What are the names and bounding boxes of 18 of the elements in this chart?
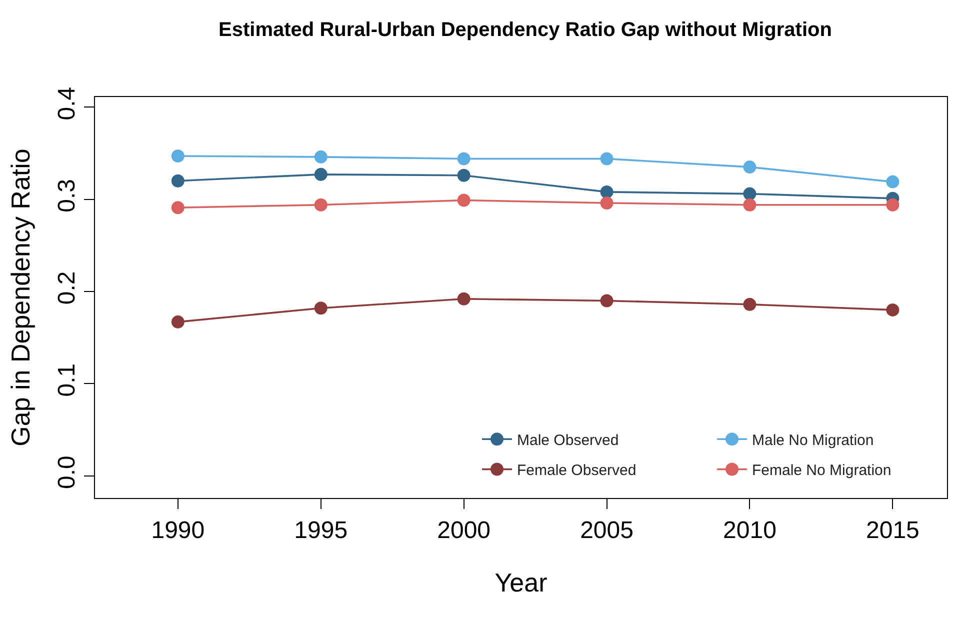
legend-label: Female Observed (517, 462, 636, 480)
legend-label: Female No Migration (752, 462, 892, 480)
y-axis-title: Gap in Dependency Ratio (6, 148, 36, 446)
x-tick-label: 1990 (151, 516, 205, 544)
x-tick-label: 2000 (437, 516, 491, 544)
y-tick-label: 0.3 (53, 179, 80, 212)
y-tick-label: 0.1 (53, 363, 80, 397)
x-tick-label: 1995 (294, 516, 348, 544)
legend-label: Male Observed (517, 432, 619, 449)
x-axis-title: Year (494, 568, 548, 598)
y-tick-label: 0.2 (53, 271, 80, 305)
chart-title: Estimated Rural-Urban Dependency Ratio Gap without Migration (218, 19, 832, 42)
x-tick-label: 2005 (580, 516, 634, 544)
y-tick-label: 0.4 (53, 86, 80, 120)
legend-label: Male No Migration (752, 432, 874, 449)
y-tick-label: 0.0 (53, 456, 80, 489)
x-tick-label: 2015 (866, 516, 920, 544)
x-tick-label: 2010 (723, 516, 776, 544)
